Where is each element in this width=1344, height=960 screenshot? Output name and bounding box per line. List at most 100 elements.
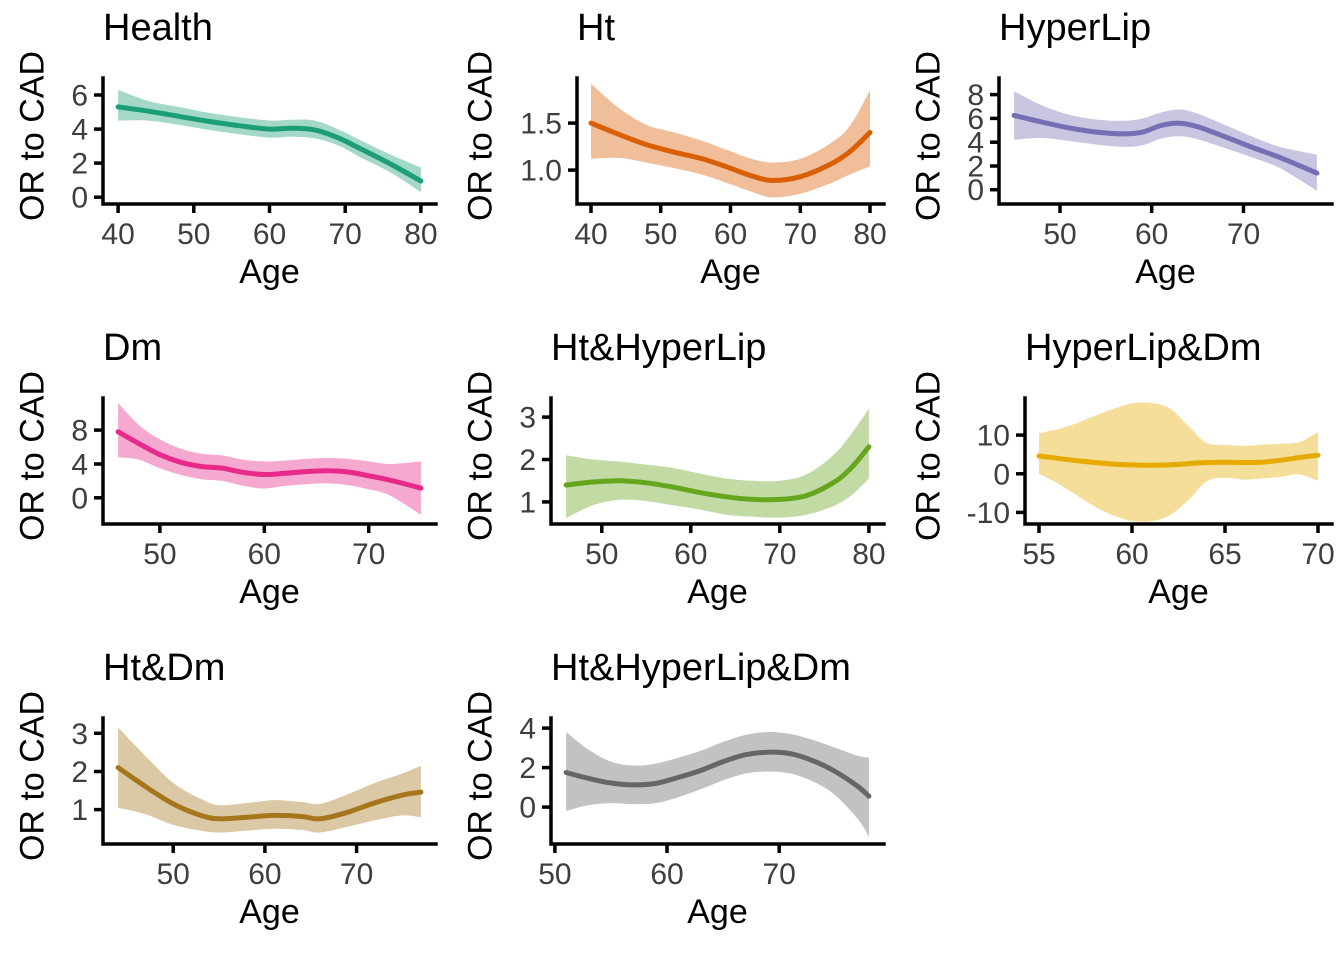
x-tick-label: 60	[674, 538, 707, 571]
panel-title: HyperLip&Dm	[1025, 327, 1262, 369]
x-tick-label: 60	[248, 538, 281, 571]
confidence-band	[118, 89, 421, 193]
x-tick-label: 50	[157, 858, 190, 891]
y-tick-label: 8	[71, 415, 88, 448]
y-tick-label: 2	[519, 444, 536, 477]
x-tick-label: 50	[177, 218, 210, 251]
x-tick-label: 50	[585, 538, 618, 571]
confidence-band	[566, 408, 869, 519]
y-axis-label: OR to CAD	[461, 370, 500, 542]
y-tick-label: 0	[993, 458, 1010, 491]
y-tick-label: 2	[967, 151, 984, 184]
trend-line	[1011, 112, 1320, 176]
x-tick-label: 60	[248, 858, 281, 891]
ht-hyperlip-chart: 50 60 70 80 1 2 3	[519, 396, 886, 571]
axis-lines	[575, 76, 886, 206]
x-tick-label: 70	[1301, 538, 1334, 571]
y-tick-label: 1	[519, 486, 536, 519]
empty-cell	[896, 640, 1344, 960]
x-tick-label: 70	[784, 218, 817, 251]
hyperlip-dm-chart: 55 60 65 70 -10 0 10	[967, 396, 1335, 571]
y-axis-label: OR to CAD	[461, 690, 500, 862]
ht-chart: 40 50 60 70 80 1.0 1.5	[520, 76, 887, 251]
y-tick-label: 0	[71, 182, 88, 215]
y-tick-label: 4	[71, 449, 88, 482]
x-tick-label: 70	[352, 538, 385, 571]
x-tick-label: 60	[1115, 538, 1148, 571]
panel-dm: 50 60 70 0 4 8 Dm OR to CAD Age	[0, 320, 448, 640]
confidence-band	[118, 727, 421, 833]
y-tick-label: 0	[967, 174, 984, 207]
x-axis-label: Age	[239, 573, 300, 611]
y-tick-label: 6	[71, 80, 88, 113]
x-axis-label: Age	[239, 893, 300, 931]
y-axis-label: OR to CAD	[13, 690, 52, 862]
ht-hyperlip-dm-chart: 50 60 70 0 2 4	[519, 713, 886, 891]
x-tick-label: 50	[143, 538, 176, 571]
dm-chart: 50 60 70 048	[71, 396, 438, 571]
x-tick-label: 60	[714, 218, 747, 251]
confidence-band	[1014, 91, 1317, 191]
x-axis-label: Age	[687, 573, 748, 611]
axis-lines	[101, 76, 438, 206]
y-tick-label: 1.5	[520, 108, 562, 141]
x-tick-label: 70	[1227, 218, 1260, 251]
panel-title: Ht	[577, 7, 615, 49]
x-tick-label: 80	[852, 538, 885, 571]
x-tick-label: 40	[101, 218, 134, 251]
panel-title: Health	[103, 7, 213, 49]
x-axis-label: Age	[687, 893, 748, 931]
x-axis-label: Age	[700, 253, 761, 291]
panel-ht-hyperlip-dm: 50 60 70 0 2 4 Ht&HyperLip&Dm OR to CAD Age	[448, 640, 896, 960]
trend-line	[563, 749, 872, 799]
confidence-band	[118, 403, 421, 515]
ht-dm-chart: 50 60 70 1 2 3	[71, 716, 438, 891]
trend-line	[1036, 452, 1321, 468]
confidence-band	[566, 731, 869, 837]
panel-title: Ht&HyperLip	[551, 327, 767, 369]
y-tick-label: 3	[71, 718, 88, 751]
x-tick-label: 50	[644, 218, 677, 251]
x-tick-label: 40	[574, 218, 607, 251]
axis-lines	[549, 396, 886, 526]
x-tick-label: 70	[340, 858, 373, 891]
panel-health: 40 50 60 70 80 0 2 4 6 Health OR to CAD Age	[0, 0, 448, 320]
panel-title: HyperLip	[999, 7, 1152, 49]
axis-lines	[549, 716, 886, 846]
panel-ht-dm: 50 60 70 1 2 3 Ht&Dm OR to CAD Age	[0, 640, 448, 960]
axis-lines	[101, 396, 438, 526]
x-axis-label: Age	[239, 253, 300, 291]
x-tick-label: 60	[1135, 218, 1168, 251]
x-tick-label: 50	[538, 858, 571, 891]
x-axis-label: Age	[1148, 573, 1209, 611]
x-tick-label: 55	[1022, 538, 1055, 571]
y-axis-label: OR to CAD	[13, 50, 52, 222]
y-tick-label: 6	[967, 103, 984, 136]
y-tick-label: 2	[71, 756, 88, 789]
y-tick-label: 8	[967, 79, 984, 112]
panel-title: Ht&Dm	[103, 647, 226, 689]
panel-title: Dm	[103, 327, 163, 369]
axis-lines	[997, 76, 1334, 206]
y-tick-label: 0	[71, 482, 88, 515]
panel-title: Ht&HyperLip&Dm	[551, 647, 851, 689]
trend-line	[588, 120, 873, 184]
y-tick-label: 4	[967, 127, 984, 160]
y-tick-label: 4	[519, 713, 536, 746]
y-tick-label: 3	[519, 402, 536, 435]
y-axis-label: OR to CAD	[461, 50, 500, 222]
x-tick-label: 80	[404, 218, 437, 251]
y-tick-label: 1.0	[520, 155, 562, 188]
y-tick-label: 2	[519, 752, 536, 785]
x-axis-label: Age	[1135, 253, 1196, 291]
y-tick-label: 2	[71, 148, 88, 181]
trend-line	[115, 429, 424, 491]
y-tick-label: 10	[977, 420, 1010, 453]
trend-line	[115, 765, 424, 822]
panel-hyperlip-dm: 55 60 65 70 -10 0 10 HyperLip&Dm OR to CAD Age	[896, 320, 1344, 640]
y-tick-label: 4	[71, 114, 88, 147]
x-tick-label: 70	[763, 538, 796, 571]
